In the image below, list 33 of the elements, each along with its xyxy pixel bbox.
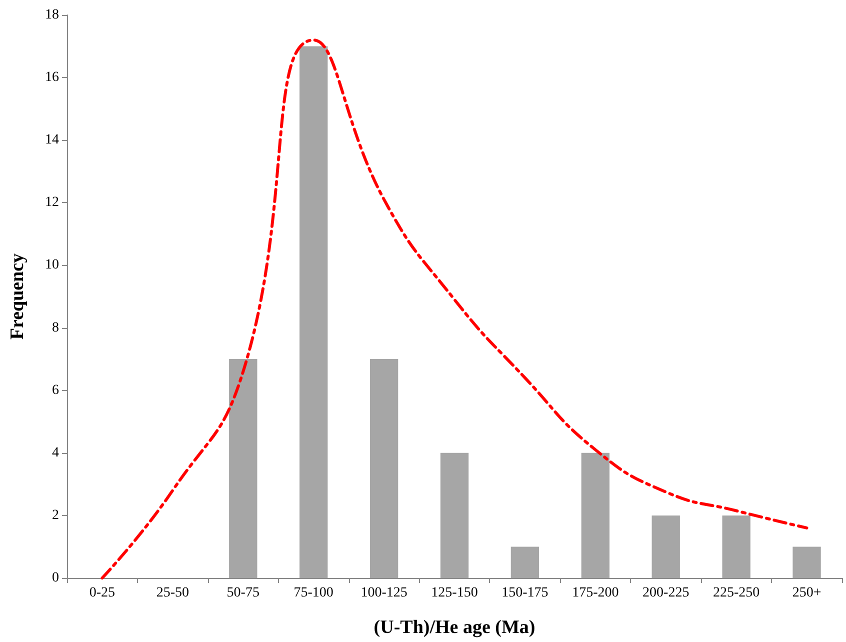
y-tick-label: 12 bbox=[45, 195, 59, 210]
bar bbox=[300, 46, 328, 578]
bar bbox=[229, 359, 258, 578]
y-tick-label: 18 bbox=[45, 8, 59, 22]
y-tick-label: 2 bbox=[52, 508, 59, 523]
x-tick-label: 25-50 bbox=[156, 586, 190, 600]
y-tick-label: 0 bbox=[52, 570, 59, 586]
bar bbox=[581, 452, 610, 578]
x-tick-label: 125-150 bbox=[431, 586, 478, 600]
y-tick-label: 6 bbox=[52, 382, 59, 398]
y-tick-label: 10 bbox=[45, 258, 59, 273]
bar bbox=[510, 546, 540, 578]
y-tick-label: 14 bbox=[45, 132, 59, 148]
x-tick-label: 0-25 bbox=[89, 586, 116, 600]
y-tick-label: 4 bbox=[52, 445, 59, 460]
bar bbox=[722, 515, 750, 578]
bar bbox=[652, 515, 680, 578]
y-axis-title: Frequency bbox=[7, 252, 28, 340]
y-tick-label: 16 bbox=[45, 70, 59, 86]
y-tick-label: 8 bbox=[52, 320, 59, 336]
bar bbox=[792, 546, 821, 578]
x-tick-label: 250+ bbox=[792, 586, 822, 600]
x-tick-label: 50-75 bbox=[226, 586, 260, 600]
x-axis-title: (U-Th)/He age (Ma) bbox=[374, 617, 536, 638]
x-tick-label: 100-125 bbox=[360, 586, 408, 600]
x-tick-label: 75-100 bbox=[294, 586, 334, 600]
x-tick-label: 150-175 bbox=[502, 586, 548, 600]
x-tick-label: 200-225 bbox=[642, 586, 690, 600]
bar bbox=[370, 359, 398, 578]
line-series bbox=[100, 38, 808, 580]
bar bbox=[440, 452, 469, 578]
x-tick-label: 175-200 bbox=[572, 586, 619, 600]
x-tick-label: 225-250 bbox=[712, 586, 760, 600]
